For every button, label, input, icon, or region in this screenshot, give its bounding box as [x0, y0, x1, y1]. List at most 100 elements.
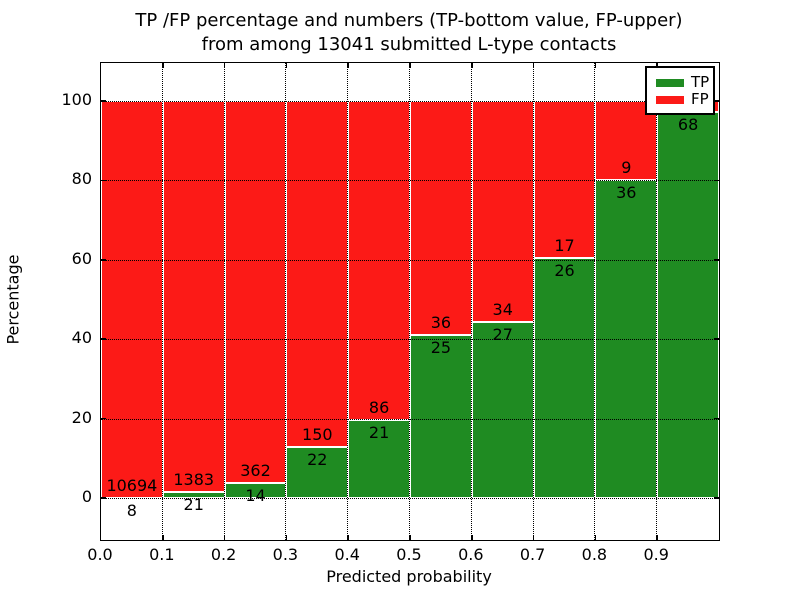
gridline-horizontal [101, 498, 719, 499]
y-axis-label: Percentage [3, 254, 23, 345]
fp-count-label: 150 [302, 425, 333, 445]
y-tick-label: 80 [71, 169, 92, 189]
gridline-vertical [594, 63, 596, 540]
gridline-vertical [656, 63, 658, 540]
fp-bar-segment [101, 101, 163, 498]
fp-bar-segment [162, 101, 225, 493]
y-tick-mark [714, 100, 719, 102]
legend-item-tp: TP [656, 73, 710, 91]
x-tick-label: 0.9 [643, 545, 669, 564]
gridline-horizontal [101, 339, 719, 341]
x-axis-label: Predicted probability [326, 567, 492, 586]
x-tick-mark [223, 63, 226, 68]
tp-count-label: 26 [554, 260, 575, 280]
x-tick-label: 0.5 [396, 545, 422, 564]
bars-layer [101, 63, 719, 540]
fp-count-label: 17 [554, 235, 575, 255]
gridline-vertical [532, 63, 534, 540]
x-tick-mark [162, 535, 164, 540]
gridline-horizontal [101, 180, 719, 182]
x-tick-mark [532, 63, 535, 68]
x-tick-label: 0.4 [334, 545, 360, 564]
x-tick-mark [532, 535, 535, 540]
fp-bar-segment [286, 101, 349, 448]
tp-count-label: 21 [183, 495, 204, 515]
fp-count-label: 86 [368, 398, 390, 418]
gridline-horizontal [101, 101, 719, 102]
tp-count-label: 21 [368, 423, 390, 443]
y-tick-mark [101, 100, 106, 102]
gridline-vertical [223, 63, 225, 540]
tp-count-label: 68 [677, 115, 699, 135]
y-tick-mark [714, 259, 719, 261]
y-tick-label: 20 [71, 407, 92, 427]
y-tick-mark [714, 338, 719, 340]
y-tick-mark [101, 497, 106, 499]
gridline-horizontal [101, 418, 719, 420]
gridline-horizontal [101, 259, 719, 261]
y-tick-label: 100 [61, 90, 92, 109]
x-tick-label: 0.7 [519, 545, 546, 564]
gridline-vertical [470, 63, 472, 540]
gridline-vertical [409, 63, 410, 540]
y-tick-label: 0 [81, 487, 92, 506]
tp-bar-segment [410, 335, 472, 498]
bar-value-labels-layer: 10694 8 1383 21 362 14 150 22 86 21 36 25 34 27 17 26 9 3… [101, 63, 719, 540]
fp-count-label: 1383 [173, 470, 215, 490]
fp-bar-segment [224, 101, 287, 484]
y-tick-mark [101, 417, 106, 420]
tp-bar-segment [533, 257, 596, 498]
chart-title-line2: from among 13041 submitted L-type contac… [201, 34, 617, 55]
legend-item-fp: FP [656, 90, 709, 108]
x-tick-mark [471, 63, 473, 68]
x-tick-mark [347, 63, 349, 68]
x-tick-mark [594, 63, 597, 68]
legend: TP FP [645, 66, 715, 115]
x-tick-mark [285, 63, 288, 68]
fp-count-label: 36 [430, 313, 452, 333]
x-tick-mark [656, 535, 658, 540]
legend-swatch-fp-icon [656, 95, 684, 104]
tp-bar-segment [657, 112, 719, 498]
chart-title-line1: TP /FP percentage and numbers (TP-bottom… [135, 10, 683, 31]
x-tick-label: 0.2 [210, 545, 237, 564]
tp-count-label: 27 [492, 325, 513, 345]
x-tick-mark [471, 535, 473, 540]
y-tick-mark [714, 497, 719, 499]
y-tick-mark [714, 179, 719, 182]
y-tick-label: 60 [71, 248, 92, 268]
y-tick-mark [101, 338, 106, 340]
tp-bar-segment [471, 322, 534, 498]
axis-ticks-layer [101, 63, 719, 540]
y-tick-mark [101, 259, 106, 261]
x-tick-label: 0.3 [272, 545, 299, 564]
tp-count-label: 25 [430, 338, 452, 358]
gridline-vertical [285, 63, 287, 540]
x-tick-mark [409, 535, 411, 540]
legend-label-fp: FP [691, 90, 709, 108]
tp-count-label: 36 [616, 183, 637, 203]
y-tick-mark [714, 417, 719, 420]
gridline-vertical [161, 63, 163, 540]
x-tick-label: 0.1 [149, 545, 175, 564]
x-tick-label: 0.0 [87, 545, 113, 564]
tp-count-label: 8 [126, 500, 137, 520]
x-tick-mark [347, 535, 349, 540]
x-tick-mark [162, 63, 164, 68]
x-tick-mark [594, 535, 597, 540]
y-tick-mark [101, 179, 106, 182]
fp-count-label: 34 [492, 300, 513, 320]
x-tick-mark [285, 535, 288, 540]
x-tick-label: 0.8 [581, 545, 608, 564]
fp-bar-segment [410, 101, 472, 336]
chart-title: TP /FP percentage and numbers (TP-bottom… [100, 9, 718, 57]
x-tick-mark [656, 63, 658, 68]
x-tick-label: 0.6 [458, 545, 484, 564]
plot-area: 10694 8 1383 21 362 14 150 22 86 21 36 25 34 27 17 26 9 3… [100, 62, 720, 541]
fp-count-label: 362 [240, 461, 271, 481]
x-tick-mark [223, 535, 226, 540]
legend-label-tp: TP [691, 73, 710, 91]
tp-bar-segment [348, 420, 410, 498]
legend-swatch-tp-icon [656, 78, 684, 87]
